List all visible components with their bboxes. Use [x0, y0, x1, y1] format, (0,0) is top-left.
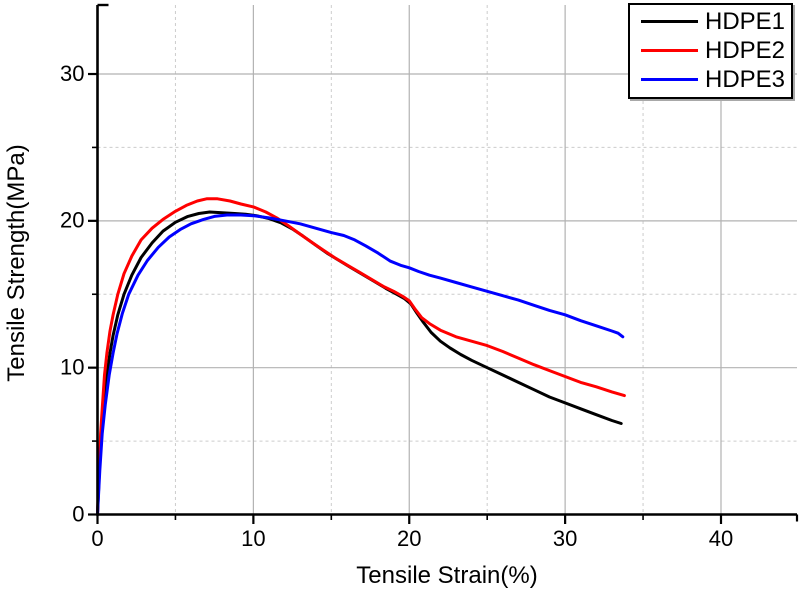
y-axis-title: Tensile Strength(MPa) — [3, 144, 30, 382]
y-tick-label: 30 — [60, 61, 84, 86]
x-axis-title: Tensile Strain(%) — [356, 562, 538, 589]
legend-line-swatch-hdpe1 — [641, 20, 698, 23]
y-tick-label: 20 — [60, 208, 84, 233]
y-tick-label: 10 — [60, 354, 84, 379]
series-line-hdpe1 — [96, 210, 623, 516]
series-line-hdpe2 — [96, 197, 626, 516]
legend-item-hdpe2: HDPE2 — [630, 36, 791, 65]
legend-label-hdpe2: HDPE2 — [705, 36, 786, 64]
series-line-hdpe3 — [96, 213, 625, 516]
legend-item-hdpe3: HDPE3 — [630, 65, 791, 94]
y-tick-label: 0 — [72, 501, 84, 526]
legend-line-swatch-hdpe2 — [641, 49, 698, 52]
legend-label-hdpe1: HDPE1 — [705, 7, 786, 35]
x-tick-label: 30 — [553, 526, 577, 551]
legend-label-hdpe3: HDPE3 — [705, 65, 786, 93]
x-tick-label: 40 — [709, 526, 733, 551]
x-tick-label: 0 — [91, 526, 103, 551]
x-tick-label: 20 — [397, 526, 421, 551]
legend-line-swatch-hdpe3 — [641, 78, 698, 81]
legend: HDPE1 HDPE2 HDPE3 — [628, 3, 793, 99]
x-tick-label: 10 — [241, 526, 265, 551]
legend-item-hdpe1: HDPE1 — [630, 7, 791, 36]
